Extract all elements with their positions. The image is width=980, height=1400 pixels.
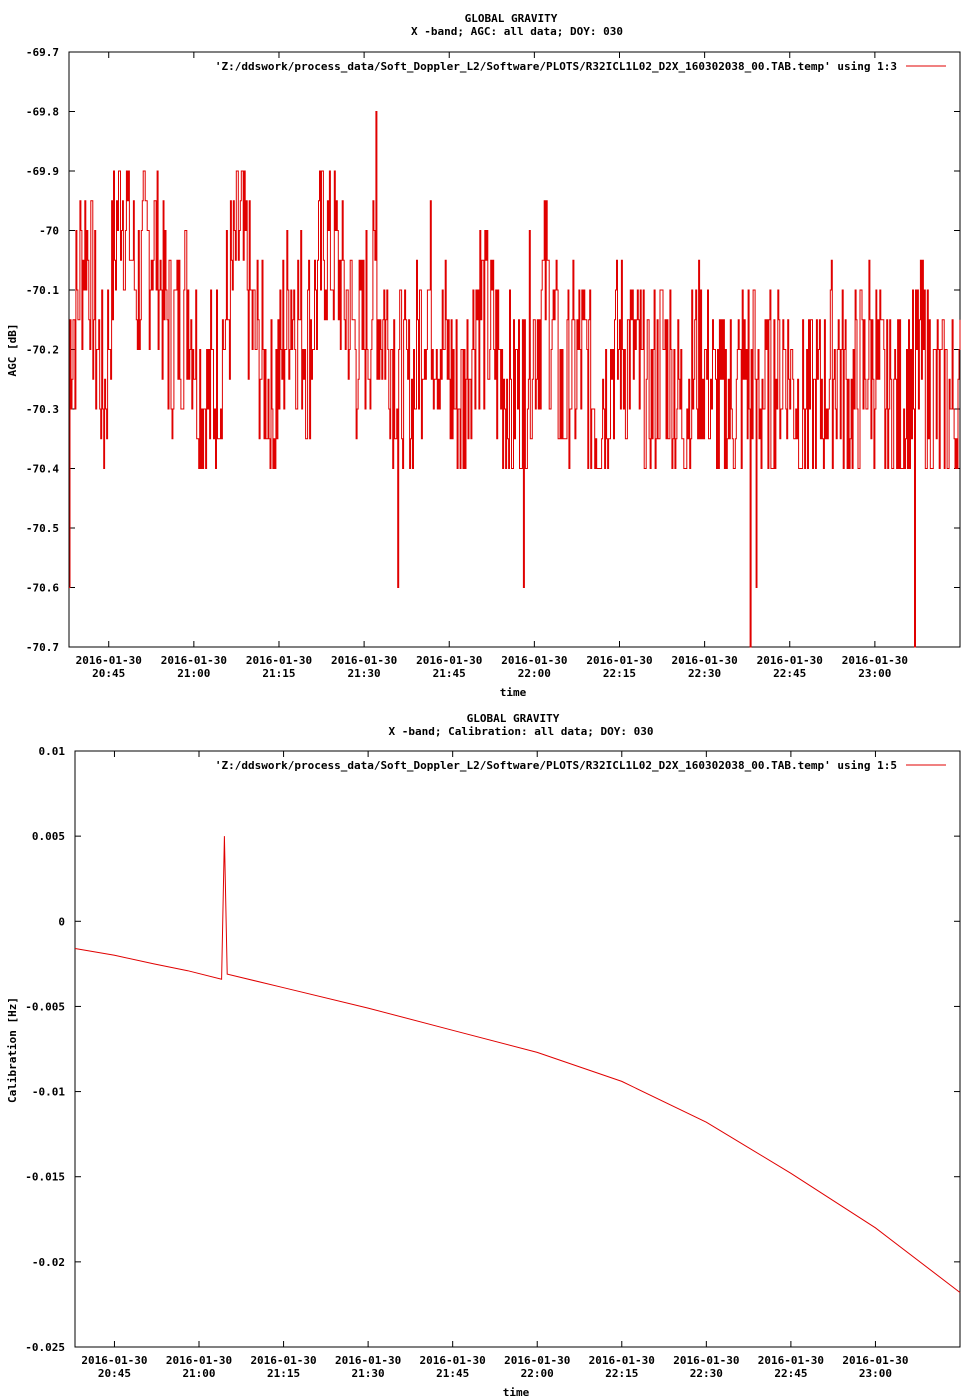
calibration-y-tick-label: 0	[58, 915, 65, 928]
calibration-x-tick-date: 2016-01-30	[166, 1354, 232, 1367]
calibration-x-tick-time: 20:45	[98, 1367, 131, 1380]
calibration-y-axis-label: Calibration [Hz]	[6, 997, 19, 1103]
calibration-x-axis-label: time	[503, 1386, 530, 1399]
agc-x-tick-date: 2016-01-30	[842, 654, 908, 667]
calibration-chart-title: GLOBAL GRAVITY	[467, 712, 560, 725]
calibration-x-tick-time: 21:45	[436, 1367, 469, 1380]
calibration-x-axis: 2016-01-3020:452016-01-3021:002016-01-30…	[81, 751, 909, 1380]
agc-x-tick-time: 21:00	[177, 667, 210, 680]
agc-x-tick-time: 21:30	[348, 667, 381, 680]
agc-y-tick-label: -69.9	[26, 165, 59, 178]
calibration-legend-label: 'Z:/ddswork/process_data/Soft_Doppler_L2…	[215, 759, 897, 772]
agc-x-tick-time: 22:15	[603, 667, 636, 680]
agc-x-tick-time: 22:45	[773, 667, 806, 680]
agc-x-tick-date: 2016-01-30	[672, 654, 738, 667]
calibration-x-tick-date: 2016-01-30	[420, 1354, 486, 1367]
agc-x-tick-date: 2016-01-30	[757, 654, 823, 667]
agc-x-tick-date: 2016-01-30	[246, 654, 312, 667]
agc-y-axis: -69.7 -69.8 -69.9 -70 -70.1 -70.2 -70.3 -70.4 -7…	[26, 46, 960, 654]
agc-y-tick-label: -70.5	[26, 522, 59, 535]
agc-chart-subtitle: X -band; AGC: all data; DOY: 030	[411, 25, 623, 38]
calibration-chart-subtitle: X -band; Calibration: all data; DOY: 030	[389, 725, 654, 738]
agc-x-tick-time: 21:15	[262, 667, 295, 680]
calibration-y-axis: 0.01 0.005 0 -0.005 -0.01 -0.015 -0.02 -0.025	[25, 745, 960, 1354]
calibration-x-tick-date: 2016-01-30	[335, 1354, 401, 1367]
calibration-x-tick-date: 2016-01-30	[758, 1354, 824, 1367]
agc-series-line	[69, 111, 961, 648]
agc-x-tick-time: 22:00	[518, 667, 551, 680]
agc-x-axis: 2016-01-3020:452016-01-3021:002016-01-30…	[76, 52, 908, 680]
agc-x-tick-time: 23:00	[858, 667, 891, 680]
calibration-x-tick-time: 22:00	[521, 1367, 554, 1380]
agc-x-axis-label: time	[500, 686, 527, 699]
calibration-x-tick-time: 22:30	[690, 1367, 723, 1380]
calibration-y-tick-label: 0.005	[32, 830, 65, 843]
calibration-y-tick-label: 0.01	[39, 745, 66, 758]
agc-y-tick-label: -70.2	[26, 344, 59, 357]
calibration-x-tick-time: 21:00	[182, 1367, 215, 1380]
calibration-y-tick-label: -0.01	[32, 1086, 65, 1099]
calibration-x-tick-date: 2016-01-30	[81, 1354, 147, 1367]
agc-y-tick-label: -70	[39, 225, 59, 238]
agc-y-tick-label: -70.1	[26, 284, 59, 297]
calibration-x-tick-time: 21:15	[267, 1367, 300, 1380]
calibration-x-tick-time: 22:15	[605, 1367, 638, 1380]
agc-y-tick-label: -70.6	[26, 582, 59, 595]
calibration-y-tick-label: -0.02	[32, 1256, 65, 1269]
calibration-x-tick-time: 22:45	[774, 1367, 807, 1380]
agc-y-axis-label: AGC [dB]	[6, 324, 19, 377]
calibration-x-tick-date: 2016-01-30	[673, 1354, 739, 1367]
agc-x-tick-time: 20:45	[92, 667, 125, 680]
agc-legend-label: 'Z:/ddswork/process_data/Soft_Doppler_L2…	[215, 60, 897, 73]
agc-x-tick-date: 2016-01-30	[331, 654, 397, 667]
agc-chart-title: GLOBAL GRAVITY	[465, 12, 558, 25]
agc-x-tick-time: 22:30	[688, 667, 721, 680]
agc-x-tick-date: 2016-01-30	[501, 654, 567, 667]
calibration-x-tick-date: 2016-01-30	[504, 1354, 570, 1367]
calibration-y-tick-label: -0.025	[25, 1341, 65, 1354]
agc-x-tick-date: 2016-01-30	[76, 654, 142, 667]
agc-x-tick-date: 2016-01-30	[416, 654, 482, 667]
calibration-x-tick-time: 23:00	[859, 1367, 892, 1380]
agc-x-tick-date: 2016-01-30	[586, 654, 652, 667]
agc-y-tick-label: -70.4	[26, 463, 59, 476]
calibration-plot-frame	[74, 750, 961, 1348]
calibration-x-tick-date: 2016-01-30	[589, 1354, 655, 1367]
calibration-y-tick-label: -0.015	[25, 1171, 65, 1184]
agc-y-tick-label: -70.3	[26, 403, 59, 416]
agc-x-tick-time: 21:45	[433, 667, 466, 680]
agc-y-tick-label: -69.8	[26, 106, 59, 119]
calibration-y-tick-label: -0.005	[25, 1000, 65, 1013]
calibration-series-line	[74, 836, 961, 1293]
calibration-x-tick-date: 2016-01-30	[842, 1354, 908, 1367]
agc-chart: GLOBAL GRAVITY X -band; AGC: all data; D…	[6, 12, 961, 699]
calibration-x-tick-time: 21:30	[352, 1367, 385, 1380]
calibration-chart: GLOBAL GRAVITY X -band; Calibration: all…	[6, 712, 961, 1399]
agc-x-tick-date: 2016-01-30	[161, 654, 227, 667]
agc-y-tick-label: -69.7	[26, 46, 59, 59]
calibration-x-tick-date: 2016-01-30	[250, 1354, 316, 1367]
agc-y-tick-label: -70.7	[26, 641, 59, 654]
